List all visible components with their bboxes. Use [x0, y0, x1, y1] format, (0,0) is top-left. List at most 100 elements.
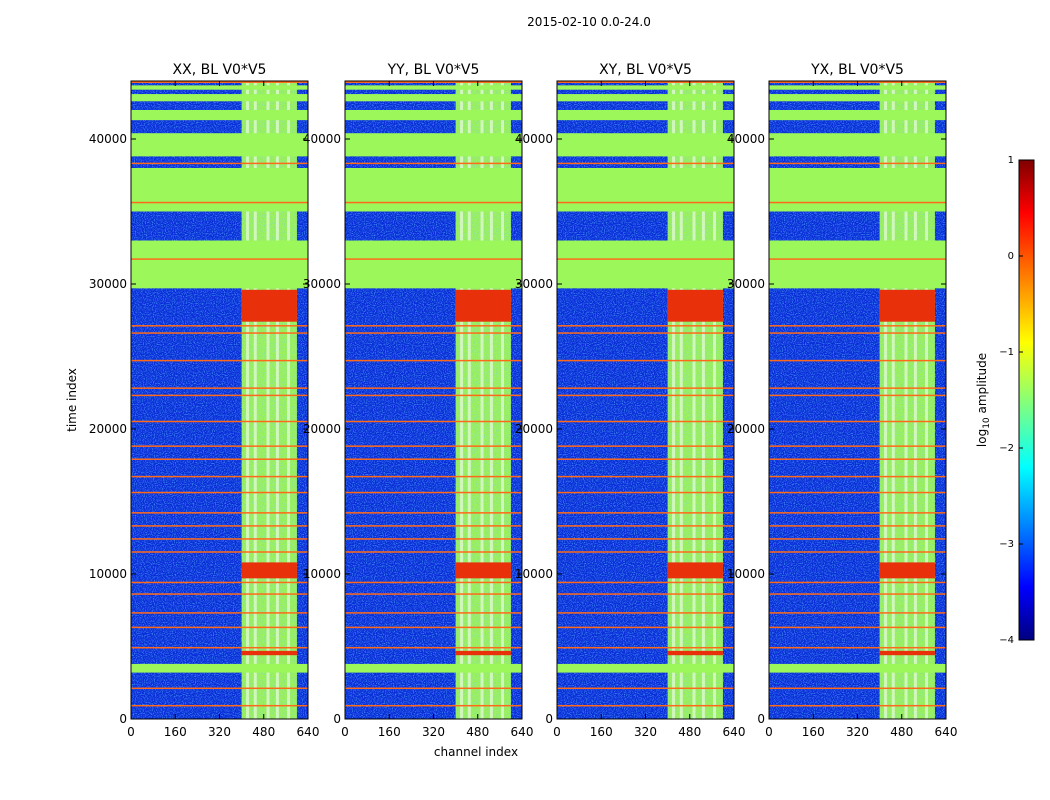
rfi-line: [557, 551, 734, 553]
y-tick-label: 40000: [515, 132, 553, 146]
rfi-line: [557, 491, 734, 494]
rfi-line: [557, 593, 734, 595]
rfi-line: [131, 646, 308, 649]
panels: XX, BL V0*V5 0 160 320 480 640 0 10000 20000 3000…: [89, 62, 958, 739]
y-tick-label: 10000: [89, 567, 127, 581]
colorbar-tick-label: −3: [999, 539, 1014, 550]
rfi-line: [131, 512, 308, 514]
flagged-row: [345, 240, 522, 289]
rfi-line: [769, 420, 946, 423]
rfi-line: [345, 445, 522, 447]
y-tick-label: 40000: [727, 132, 765, 146]
x-tick-label: 160: [802, 725, 825, 739]
rfi-line: [131, 394, 308, 397]
rfi-line: [769, 491, 946, 494]
x-tick-label: 640: [935, 725, 958, 739]
panel-title: XY, BL V0*V5: [599, 62, 692, 78]
rfi-line: [345, 704, 522, 707]
flagged-row: [345, 168, 522, 212]
flagged-row: [131, 110, 308, 121]
suptitle: 2015-02-10 0.0-24.0: [527, 15, 651, 29]
rfi-line: [557, 525, 734, 527]
x-tick-label: 640: [511, 725, 534, 739]
flagged-row: [345, 663, 522, 673]
colorbar-label-sub: 10: [982, 417, 992, 429]
rfi-line: [557, 387, 734, 389]
colorbar-tick-label: −4: [999, 635, 1014, 646]
band-gap-line: [924, 81, 928, 719]
x-tick-label: 0: [127, 725, 135, 739]
rfi-line: [131, 162, 308, 165]
rfi-line: [557, 626, 734, 629]
rfi-line: [345, 332, 522, 334]
band-gap-line: [891, 81, 895, 719]
colorbar-tick-label: 0: [1008, 251, 1014, 262]
rfi-line: [557, 704, 734, 707]
rfi-line: [345, 162, 522, 165]
y-tick-label: 0: [545, 712, 553, 726]
flagged-row: [131, 168, 308, 212]
hot-region: [667, 289, 723, 322]
y-tick-label: 40000: [89, 132, 127, 146]
rfi-line: [131, 551, 308, 553]
x-tick-label: 160: [378, 725, 401, 739]
rfi-line: [131, 445, 308, 447]
rfi-line: [131, 687, 308, 690]
rfi-line: [131, 475, 308, 478]
band-gap-line: [884, 81, 888, 719]
rfi-line: [131, 332, 308, 334]
flagged-row: [345, 133, 522, 157]
band-gap-line: [489, 81, 493, 719]
rfi-line: [557, 325, 734, 327]
hot-region: [455, 289, 511, 322]
flagged-row: [131, 240, 308, 289]
x-tick-label: 640: [723, 725, 746, 739]
colorbar-label-rest: amplitude: [975, 353, 989, 417]
band-gap-line: [500, 81, 504, 719]
flagged-row: [131, 85, 308, 90]
rfi-line: [131, 201, 308, 204]
rfi-line: [769, 445, 946, 447]
colorbar-tick-label: 1: [1008, 155, 1014, 166]
rfi-line: [557, 646, 734, 649]
rfi-line: [345, 491, 522, 494]
panel-title: XX, BL V0*V5: [173, 62, 267, 78]
hot-region: [241, 562, 297, 579]
rfi-line: [769, 646, 946, 649]
y-tick-label: 10000: [515, 567, 553, 581]
flagged-row: [769, 663, 946, 673]
flagged-row: [131, 94, 308, 102]
rfi-line: [769, 359, 946, 362]
y-tick-label: 20000: [727, 422, 765, 436]
rfi-line: [769, 332, 946, 334]
x-tick-label: 0: [765, 725, 773, 739]
rfi-line: [557, 458, 734, 460]
panel-4: YX, BL V0*V5 0 160 320 480 640 0 10000 20000 3000…: [727, 62, 958, 739]
rfi-line: [345, 420, 522, 423]
hot-region: [879, 650, 935, 656]
panel-title: YX, BL V0*V5: [810, 62, 904, 78]
band-gap-line: [246, 81, 250, 719]
x-tick-label: 160: [164, 725, 187, 739]
rfi-line: [769, 612, 946, 614]
rfi-line: [345, 646, 522, 649]
flagged-row: [557, 168, 734, 212]
rfi-line: [345, 387, 522, 389]
rfi-line: [131, 458, 308, 460]
rfi-line: [557, 394, 734, 397]
y-tick-label: 20000: [303, 422, 341, 436]
rfi-line: [769, 551, 946, 553]
rfi-line: [557, 475, 734, 478]
rfi-line: [345, 581, 522, 584]
panel-3: XY, BL V0*V5 0 160 320 480 640 0 10000 20000 3000…: [515, 62, 746, 739]
band-gap-line: [904, 81, 908, 719]
flagged-row: [345, 94, 522, 102]
hot-region: [879, 562, 935, 579]
x-tick-label: 320: [634, 725, 657, 739]
rfi-line: [345, 593, 522, 595]
band-gap-line: [460, 81, 464, 719]
band-gap-line: [275, 81, 279, 719]
band-gap-line: [672, 81, 676, 719]
rfi-line: [345, 359, 522, 362]
rfi-line: [345, 394, 522, 397]
